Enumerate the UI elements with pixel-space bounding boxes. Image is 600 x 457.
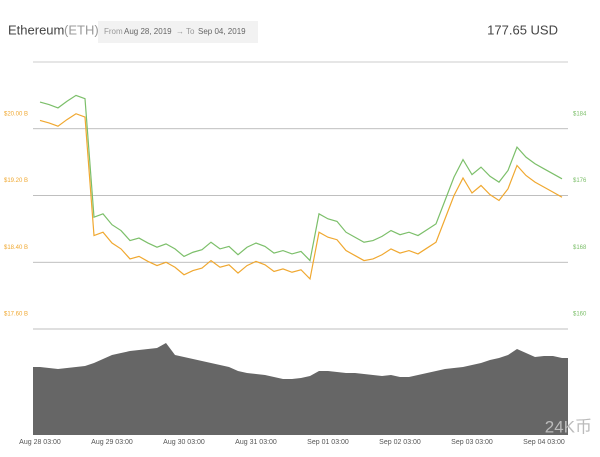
to-date: Sep 04, 2019 bbox=[198, 27, 246, 36]
to-label: To bbox=[186, 27, 195, 36]
x-tick-label: Sep 02 03:00 bbox=[379, 439, 421, 446]
watermark: 24K币 bbox=[545, 417, 592, 436]
y2-tick-label: $20.00 B bbox=[4, 111, 28, 117]
y-tick-label: $168 bbox=[573, 245, 587, 251]
from-date: Aug 28, 2019 bbox=[124, 27, 172, 36]
y-tick-label: $160 bbox=[573, 312, 587, 318]
date-range-box[interactable] bbox=[98, 21, 258, 43]
coin-symbol: (ETH) bbox=[64, 22, 99, 37]
y-tick-label: $184 bbox=[573, 111, 587, 117]
series-line bbox=[39, 113, 563, 281]
y2-tick-label: $18.40 B bbox=[4, 245, 28, 251]
range-separator: → bbox=[176, 27, 184, 36]
y2-tick-label: $19.20 B bbox=[4, 178, 28, 184]
x-tick-label: Aug 31 03:00 bbox=[235, 439, 277, 446]
current-price: 177.65 USD bbox=[487, 22, 558, 37]
x-tick-label: Aug 29 03:00 bbox=[91, 439, 133, 446]
x-tick-label: Sep 01 03:00 bbox=[307, 439, 349, 446]
coin-name: Ethereum bbox=[8, 22, 64, 37]
x-tick-label: Aug 28 03:00 bbox=[19, 439, 61, 446]
series-line bbox=[39, 94, 563, 262]
x-tick-label: Sep 04 03:00 bbox=[523, 439, 565, 446]
x-tick-label: Sep 03 03:00 bbox=[451, 439, 493, 446]
y-tick-label: $176 bbox=[573, 178, 587, 184]
x-tick-label: Aug 30 03:00 bbox=[163, 439, 205, 446]
volume-area bbox=[33, 343, 568, 435]
y2-tick-label: $17.60 B bbox=[4, 312, 28, 318]
from-label: From bbox=[104, 27, 123, 36]
